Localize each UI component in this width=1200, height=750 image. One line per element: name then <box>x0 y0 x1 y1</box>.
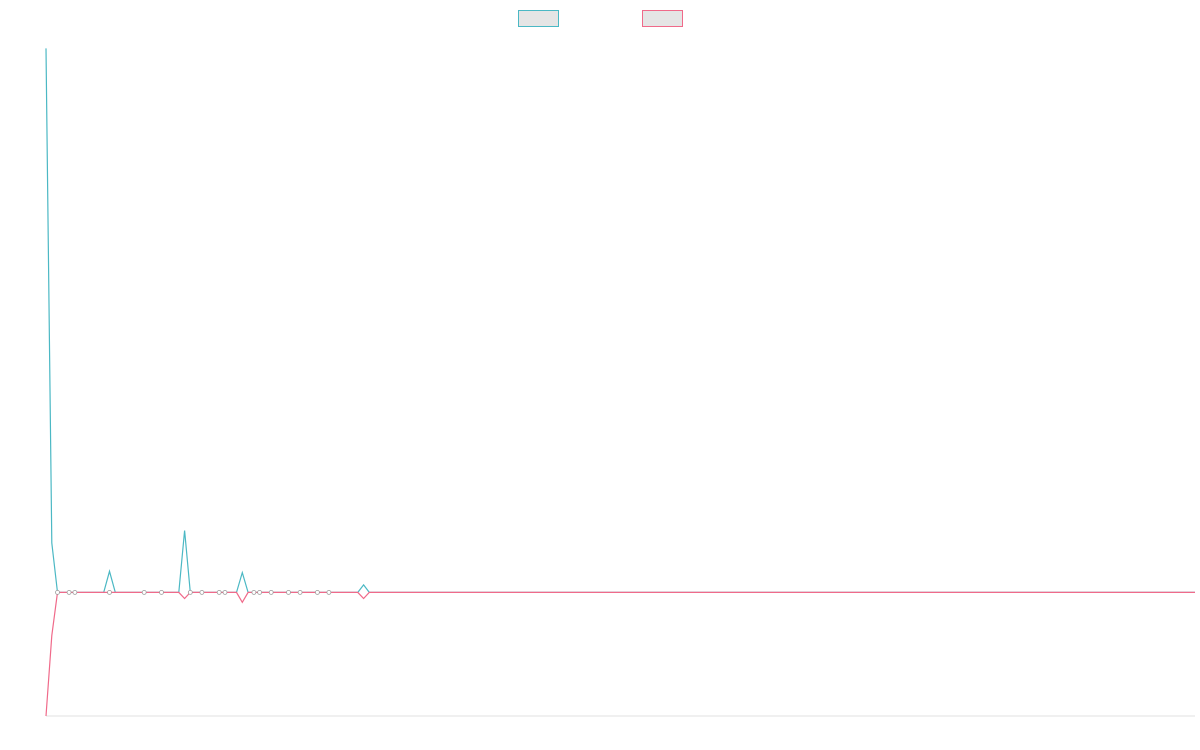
series-line-1 <box>45 48 1195 594</box>
data-point-marker <box>216 590 222 595</box>
data-point-marker <box>251 590 257 595</box>
series-line-2 <box>45 591 1195 717</box>
marker-layer <box>55 590 332 595</box>
data-point-marker <box>222 590 228 595</box>
data-point-marker <box>55 590 60 595</box>
data-point-marker <box>286 590 291 595</box>
data-point-marker <box>107 590 112 595</box>
data-point-marker <box>72 590 78 595</box>
legend <box>518 10 683 27</box>
data-point-marker <box>66 590 72 595</box>
data-point-marker <box>257 590 263 595</box>
data-point-marker <box>141 590 147 595</box>
data-point-marker <box>297 590 303 595</box>
data-point-marker <box>159 590 164 595</box>
data-point-marker <box>268 590 274 595</box>
series-layer <box>45 48 1195 717</box>
data-point-marker <box>187 590 193 595</box>
legend-swatch-2[interactable] <box>642 10 683 27</box>
data-point-marker <box>326 590 332 595</box>
data-point-marker <box>314 590 320 595</box>
legend-swatch-1[interactable] <box>518 10 559 27</box>
data-point-marker <box>199 590 205 595</box>
